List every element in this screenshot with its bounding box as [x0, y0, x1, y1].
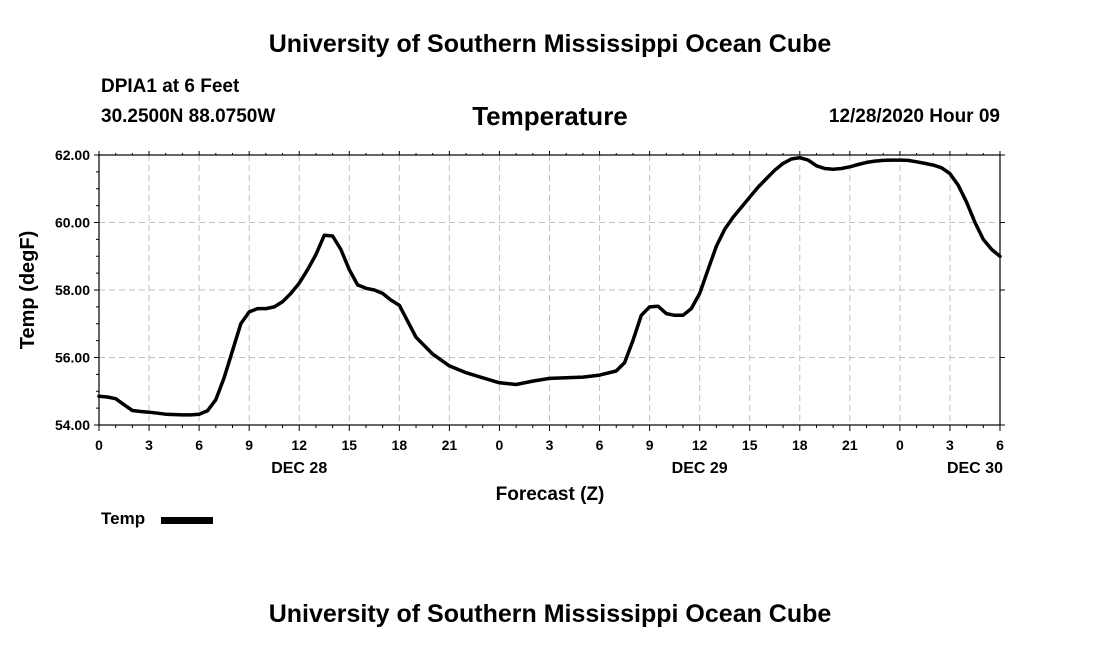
series-line-temp: [97, 155, 1002, 417]
plot-frame: [98, 154, 1001, 426]
x-tick-label: 18: [792, 437, 808, 453]
page-title: University of Southern Mississippi Ocean…: [268, 30, 832, 58]
legend-line-swatch: [161, 517, 213, 524]
x-tick-label: 9: [646, 437, 654, 453]
x-tick-label: 0: [95, 437, 103, 453]
x-tick-label: 3: [946, 437, 954, 453]
valid-time: 12/28/2020 Hour 09: [828, 106, 1000, 127]
x-tick-label: 18: [392, 437, 408, 453]
y-axis-label: Temp (degF): [17, 231, 39, 350]
y-tick-label: 62.00: [55, 147, 90, 163]
x-tick-label: 6: [596, 437, 604, 453]
x-tick-label: 9: [245, 437, 253, 453]
x-tick-label: 0: [896, 437, 904, 453]
y-tick-label: 54.00: [55, 417, 90, 433]
legend-label: Temp: [101, 509, 146, 528]
x-tick-label: 15: [742, 437, 758, 453]
x-tick-label: 3: [546, 437, 554, 453]
station-coordinates: 30.2500N 88.0750W: [101, 106, 276, 127]
x-tick-label: 15: [341, 437, 357, 453]
x-axis-label: Forecast (Z): [496, 484, 605, 505]
grid-lines: [99, 155, 1000, 425]
x-tick-label: 0: [496, 437, 504, 453]
y-tick-label: 60.00: [55, 215, 90, 231]
y-tick-label: 58.00: [55, 282, 90, 298]
x-tick-label: 21: [442, 437, 458, 453]
axes: 54.00 56.00 58.00 60.00 62.00 0 3 6 9 12 15 18 21 0 3 6…: [55, 147, 1005, 477]
y-tick-label: 56.00: [55, 350, 90, 366]
x-tick-label: 12: [291, 437, 307, 453]
x-tick-label: 6: [996, 437, 1004, 453]
date-label: DEC 29: [672, 460, 728, 477]
series-layer: [97, 155, 1002, 417]
footer-title: University of Southern Mississippi Ocean…: [268, 600, 832, 628]
date-label: DEC 28: [271, 460, 327, 477]
station-name: DPIA1 at 6 Feet: [101, 76, 240, 97]
date-label: DEC 30: [947, 460, 1003, 477]
chart-title: Temperature: [472, 101, 628, 131]
x-tick-label: 21: [842, 437, 858, 453]
x-tick-label: 3: [145, 437, 153, 453]
x-tick-label: 12: [692, 437, 708, 453]
x-tick-label: 6: [195, 437, 203, 453]
